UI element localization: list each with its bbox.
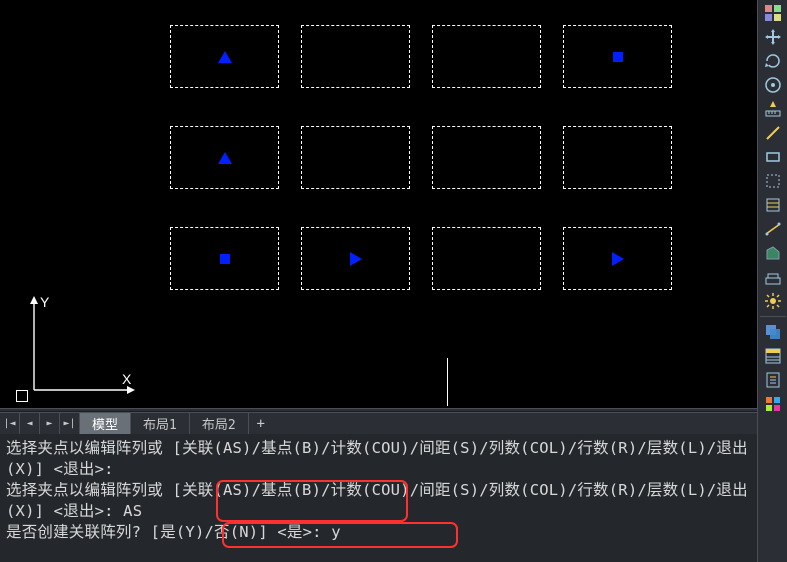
command-line[interactable]: 选择夹点以编辑阵列或 [关联(AS)/基点(B)/计数(COU)/间距(S)/列… <box>0 434 757 562</box>
grip-arrow-up[interactable] <box>218 152 232 164</box>
layout-tab[interactable]: 布局2 <box>190 413 249 434</box>
area-icon[interactable] <box>761 242 785 264</box>
array-cell[interactable] <box>301 126 410 189</box>
line-icon[interactable] <box>761 122 785 144</box>
right-tool-palette <box>757 0 787 562</box>
layout-tab-bar: |◄ ◄ ► ►| 模型布局1布局2 + <box>0 412 757 434</box>
dist-icon[interactable] <box>761 218 785 240</box>
windows-icon[interactable] <box>761 321 785 343</box>
layer-icon[interactable] <box>761 266 785 288</box>
array-cell[interactable] <box>563 126 672 189</box>
ucs-origin <box>16 390 28 402</box>
array-cell[interactable] <box>432 25 541 88</box>
layout-tab[interactable]: 布局1 <box>131 413 190 434</box>
pan-icon[interactable] <box>761 26 785 48</box>
ruler-icon[interactable] <box>761 98 785 120</box>
ucs-x-label: X <box>122 371 132 387</box>
array-cell[interactable] <box>432 227 541 290</box>
grip-square[interactable] <box>613 52 623 62</box>
sheet-icon[interactable] <box>761 369 785 391</box>
layout-tab[interactable]: 模型 <box>80 413 131 434</box>
cmd-history-line: 选择夹点以编辑阵列或 [关联(AS)/基点(B)/计数(COU)/间距(S)/列… <box>6 480 751 522</box>
orbit-icon[interactable] <box>761 50 785 72</box>
grip-arrow-up[interactable] <box>218 51 232 63</box>
toolbar-separator <box>760 316 786 317</box>
tab-add-button[interactable]: + <box>249 413 273 434</box>
steering-icon[interactable] <box>761 74 785 96</box>
cmd-history-line: 选择夹点以编辑阵列或 [关联(AS)/基点(B)/计数(COU)/间距(S)/列… <box>6 438 751 480</box>
props-icon[interactable] <box>761 345 785 367</box>
tool-icon[interactable] <box>761 393 785 415</box>
tab-nav-next[interactable]: ► <box>40 413 60 434</box>
array-cell[interactable] <box>301 25 410 88</box>
rect-icon[interactable] <box>761 146 785 168</box>
ucs-axes: X Y <box>22 292 142 402</box>
sun-icon[interactable] <box>761 290 785 312</box>
tab-nav-first[interactable]: |◄ <box>0 413 20 434</box>
grip-arrow-right[interactable] <box>350 252 362 266</box>
drawing-canvas[interactable]: X Y <box>0 0 757 395</box>
circle-icon[interactable] <box>761 170 785 192</box>
palette-icon[interactable] <box>761 2 785 24</box>
ucs-y-label: Y <box>40 294 50 310</box>
tab-nav-last[interactable]: ►| <box>60 413 80 434</box>
grip-arrow-right[interactable] <box>612 252 624 266</box>
cmd-current-line: 是否创建关联阵列? [是(Y)/否(N)] <是>: y <box>6 522 751 543</box>
tab-nav-prev[interactable]: ◄ <box>20 413 40 434</box>
grip-square[interactable] <box>220 254 230 264</box>
array-cell[interactable] <box>432 126 541 189</box>
hatch-icon[interactable] <box>761 194 785 216</box>
crosshair-cursor <box>447 358 448 406</box>
